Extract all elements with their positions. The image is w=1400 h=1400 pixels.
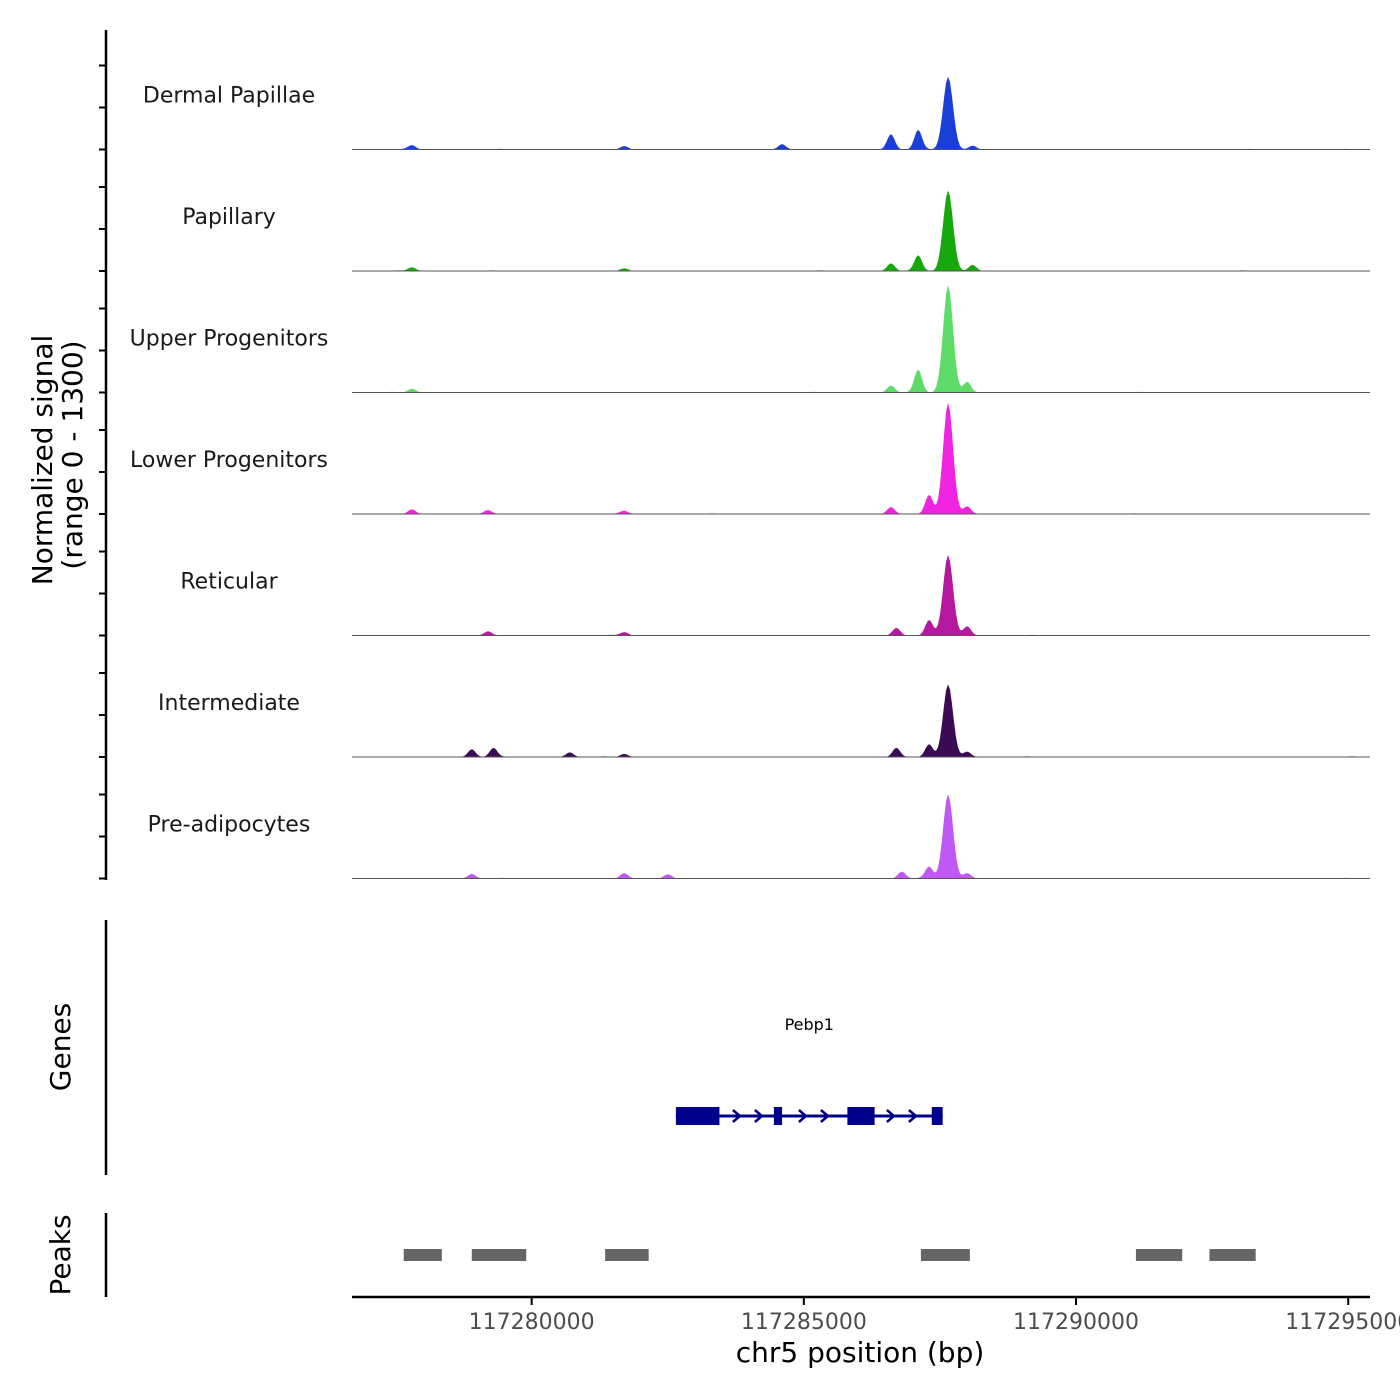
peak-track (403, 1249, 1256, 1261)
track-label: Lower Progenitors (130, 448, 328, 473)
track-label: Dermal Papillae (143, 84, 315, 109)
strand-arrow (908, 1109, 918, 1123)
strand-arrow (798, 1109, 808, 1123)
signal-area (352, 76, 1370, 150)
signal-area (352, 684, 1370, 757)
track-reticular: Reticular (180, 555, 1370, 636)
x-tick-label: 117285000 (741, 1310, 867, 1335)
x-axis-ticks: 117280000 117285000 117290000 117295000 (469, 1297, 1400, 1335)
strand-arrow (820, 1109, 830, 1123)
gene-exon (773, 1107, 783, 1125)
track-lower-progenitors: Lower Progenitors (130, 402, 1370, 515)
peak-region (920, 1249, 970, 1261)
strand-arrow (732, 1109, 742, 1123)
signal-area (352, 285, 1370, 393)
peak-region (403, 1249, 442, 1261)
gene-label: Pebp1 (785, 1015, 834, 1034)
coverage-tracks: Dermal Papillae Papillary Upper Progenitor… (130, 76, 1370, 879)
x-axis-title: chr5 position (bp) (736, 1336, 985, 1369)
peak-region (471, 1249, 527, 1261)
gene-pebp1: Pebp1 (675, 1015, 943, 1125)
signal-axis-ticks (99, 64, 106, 880)
gene-exon (675, 1107, 720, 1125)
gene-exon (847, 1107, 875, 1125)
track-upper-progenitors: Upper Progenitors (130, 285, 1370, 393)
peak-region (1209, 1249, 1256, 1261)
track-intermediate: Intermediate (158, 684, 1370, 758)
x-tick-label: 117290000 (1013, 1310, 1139, 1335)
track-papillary: Papillary (182, 190, 1370, 272)
peaks-axis-title: Peaks (44, 1214, 77, 1295)
peak-region (1135, 1249, 1183, 1261)
genes-axis-title: Genes (44, 1003, 77, 1091)
track-label: Pre-adipocytes (148, 813, 311, 838)
track-label: Reticular (180, 570, 278, 595)
strand-arrow (886, 1109, 896, 1123)
strand-arrow (754, 1109, 764, 1123)
peak-region (605, 1249, 649, 1261)
track-label: Papillary (182, 205, 276, 230)
gene-exon (931, 1107, 943, 1125)
track-label: Upper Progenitors (130, 327, 329, 352)
track-pre-adipocytes: Pre-adipocytes (148, 794, 1370, 879)
track-dermal-papillae: Dermal Papillae (143, 76, 1370, 150)
gene-track: Pebp1 (675, 1015, 943, 1125)
x-tick-label: 117295000 (1285, 1310, 1400, 1335)
signal-area (352, 190, 1370, 271)
track-label: Intermediate (158, 691, 300, 716)
signal-area (352, 794, 1370, 879)
signal-area (352, 555, 1370, 636)
signal-axis-title: Normalized signal (26, 335, 59, 586)
signal-area (352, 402, 1370, 514)
x-tick-label: 117280000 (469, 1310, 595, 1335)
signal-axis-subtitle: (range 0 - 1300) (56, 340, 89, 569)
